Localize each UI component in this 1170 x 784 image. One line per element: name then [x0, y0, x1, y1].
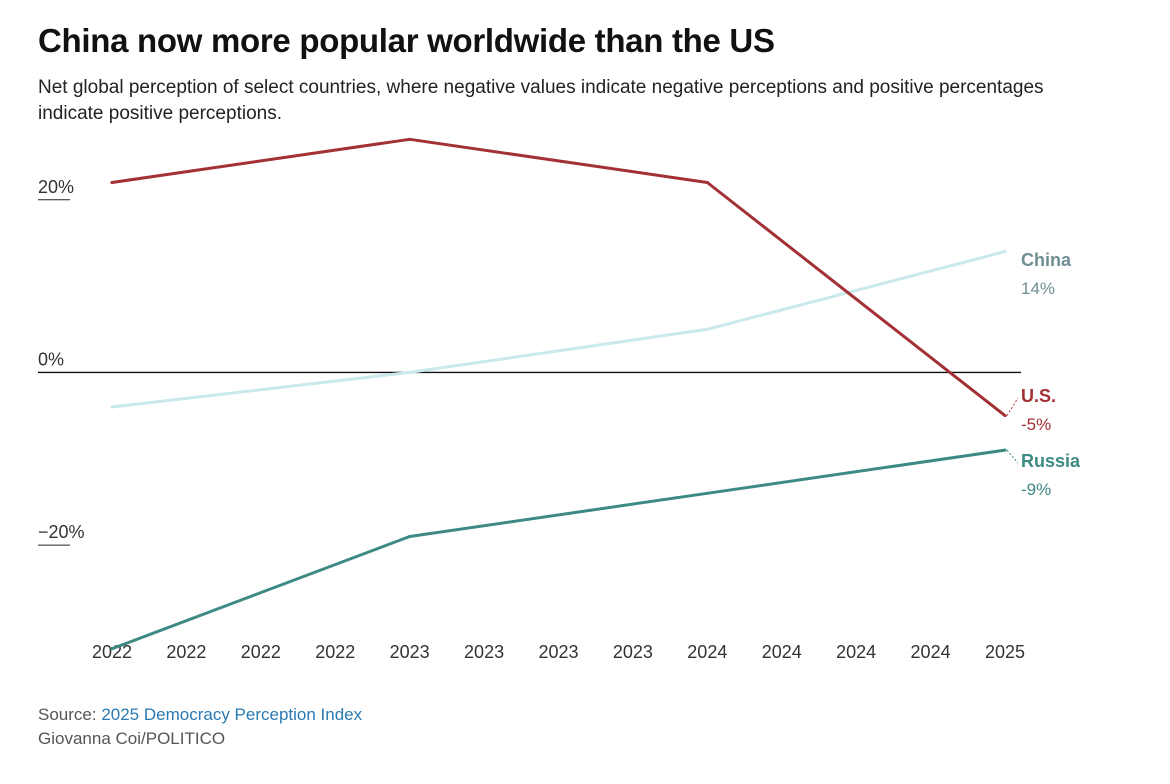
data-point-russia	[110, 647, 114, 651]
end-label-name-russia: Russia	[1021, 451, 1081, 471]
x-tick-label: 2022	[166, 642, 206, 662]
chart-title: China now more popular worldwide than th…	[38, 22, 775, 59]
data-point-us	[110, 180, 114, 184]
end-label-value-russia: -9%	[1021, 480, 1051, 499]
series-line-china	[110, 250, 1007, 409]
x-tick-label: 2022	[92, 642, 132, 662]
end-label-value-china: 14%	[1021, 279, 1055, 298]
source-link[interactable]: 2025 Democracy Perception Index	[101, 705, 363, 724]
data-point-us	[408, 137, 412, 141]
x-tick-label: 2023	[390, 642, 430, 662]
end-label-leader-russia	[1006, 449, 1019, 464]
chart-subtitle: Net global perception of select countrie…	[38, 77, 1044, 124]
x-tick-label: 2024	[836, 642, 876, 662]
end-label-name-china: China	[1021, 250, 1072, 270]
x-tick-label: 2022	[315, 642, 355, 662]
series-line-russia	[110, 448, 1007, 651]
data-point-russia	[705, 491, 709, 495]
credit-line: Giovanna Coi/POLITICO	[38, 729, 226, 748]
x-tick-label: 2024	[762, 642, 802, 662]
y-tick-label: −20%	[38, 522, 85, 542]
line-chart: 20% 0% −20% 2022 2022 2022 2022 2023 2023 2023 202…	[38, 137, 1081, 662]
data-point-us	[1003, 414, 1007, 418]
end-label-value-us: -5%	[1021, 415, 1051, 434]
x-tick-label: 2023	[538, 642, 578, 662]
data-point-china	[1003, 250, 1007, 254]
x-tick-label: 2024	[687, 642, 727, 662]
data-point-russia	[408, 534, 412, 538]
y-tick-label: 0%	[38, 349, 64, 369]
y-tick-label: 20%	[38, 177, 74, 197]
x-tick-label: 2023	[464, 642, 504, 662]
data-point-us	[705, 180, 709, 184]
end-label-name-us: U.S.	[1021, 386, 1056, 406]
series-line-us	[110, 137, 1007, 418]
x-tick-label: 2022	[241, 642, 281, 662]
data-point-china	[705, 327, 709, 331]
end-label-leader-us	[1006, 397, 1019, 416]
data-point-china	[408, 370, 412, 374]
x-tick-label: 2025	[985, 642, 1025, 662]
data-point-russia	[1003, 448, 1007, 452]
data-point-china	[110, 405, 114, 409]
source-line: Source: 2025 Democracy Perception Index	[38, 703, 362, 727]
x-tick-label: 2023	[613, 642, 653, 662]
source-prefix: Source:	[38, 705, 102, 724]
chart-footer: Source: 2025 Democracy Perception Index …	[38, 703, 362, 751]
x-tick-label: 2024	[911, 642, 951, 662]
